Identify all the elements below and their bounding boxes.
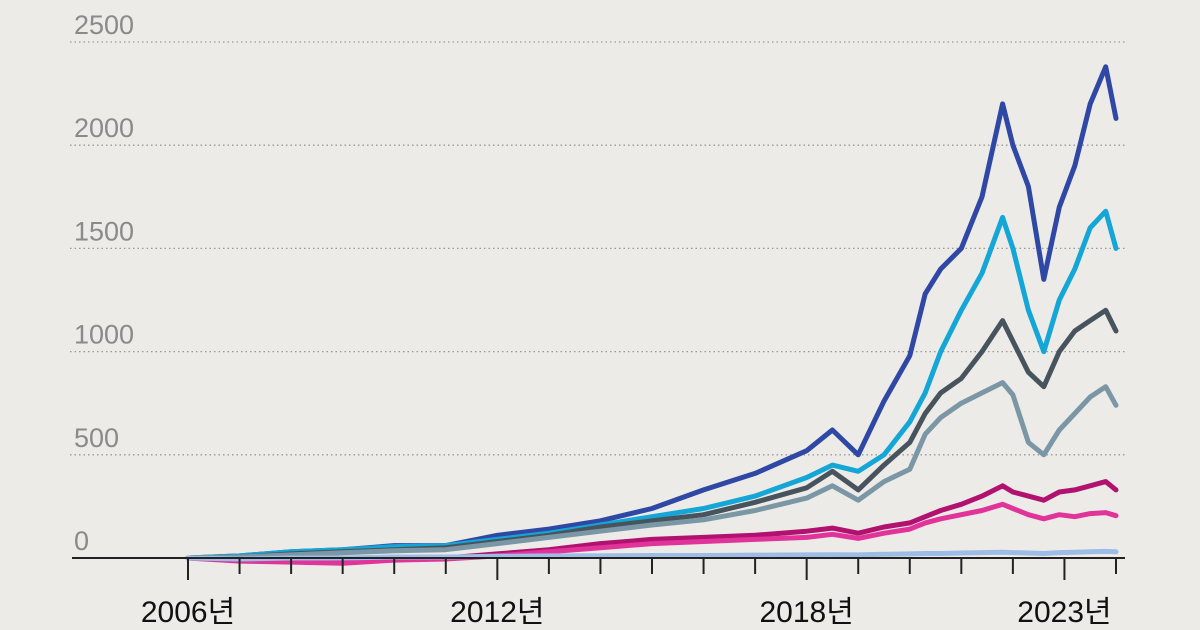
series-line-1 bbox=[185, 64, 1119, 561]
x-tick-label: 2006년 bbox=[141, 596, 235, 629]
y-axis-tick-labels: 0 500 1000 1500 2000 2500 bbox=[74, 10, 134, 556]
series-lines bbox=[185, 64, 1119, 566]
y-tick-label: 1500 bbox=[74, 216, 134, 246]
y-tick-label: 2500 bbox=[74, 10, 134, 40]
x-tick-label: 2018년 bbox=[759, 596, 853, 629]
series-line-3 bbox=[185, 307, 1119, 561]
x-tick-label: 2012년 bbox=[450, 596, 544, 629]
y-tick-label: 2000 bbox=[74, 113, 134, 143]
y-tick-label: 1000 bbox=[74, 320, 134, 350]
y-tick-label: 0 bbox=[74, 526, 89, 556]
gridlines bbox=[70, 41, 1125, 456]
x-tick-label: 2023년 bbox=[1017, 596, 1111, 629]
y-tick-label: 500 bbox=[74, 423, 119, 453]
series-line-4 bbox=[185, 380, 1119, 561]
x-axis bbox=[72, 557, 1125, 580]
x-axis-tick-labels: 2006년 2012년 2018년 2023년 bbox=[141, 596, 1112, 629]
